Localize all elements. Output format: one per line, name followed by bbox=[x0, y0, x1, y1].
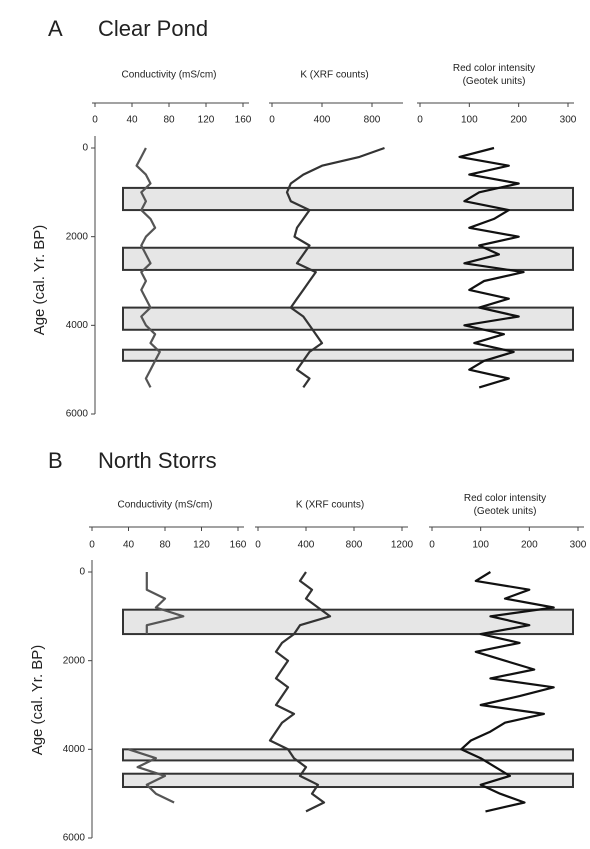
y-tick-label: 4000 bbox=[66, 320, 89, 331]
x-tick-label: 40 bbox=[126, 115, 138, 126]
x-tick-label: 0 bbox=[269, 115, 275, 126]
profile-line bbox=[135, 147, 161, 388]
highlight-band bbox=[122, 748, 574, 762]
panel-label: A bbox=[48, 16, 63, 41]
y-tick-label: 6000 bbox=[66, 409, 89, 420]
track-label: Conductivity (mS/cm) bbox=[121, 70, 216, 81]
x-tick-label: 0 bbox=[429, 540, 435, 551]
x-tick-label: 800 bbox=[346, 540, 363, 551]
y-tick-label: 2000 bbox=[63, 655, 86, 666]
highlight-band bbox=[122, 186, 574, 212]
y-tick-label: 2000 bbox=[66, 231, 89, 242]
track-label: K (XRF counts) bbox=[300, 70, 368, 81]
profile-line bbox=[285, 146, 385, 389]
track-label: Red color intensity bbox=[464, 493, 546, 504]
x-tick-label: 80 bbox=[163, 115, 175, 126]
profile-line bbox=[128, 572, 185, 804]
panel-label: B bbox=[48, 448, 63, 473]
x-tick-label: 400 bbox=[298, 540, 315, 551]
panel-title: North Storrs bbox=[98, 448, 217, 473]
x-tick-label: 400 bbox=[314, 115, 331, 126]
x-tick-label: 120 bbox=[198, 115, 215, 126]
x-tick-label: 80 bbox=[159, 540, 171, 551]
x-tick-label: 160 bbox=[230, 540, 247, 551]
profile-line bbox=[460, 571, 555, 813]
x-tick-label: 100 bbox=[472, 540, 489, 551]
track-label: (Geotek units) bbox=[463, 76, 526, 87]
profile-line bbox=[458, 146, 525, 389]
x-tick-label: 0 bbox=[255, 540, 261, 551]
x-tick-label: 160 bbox=[235, 115, 252, 126]
track-label: (Geotek units) bbox=[474, 506, 537, 517]
x-tick-label: 200 bbox=[510, 115, 527, 126]
highlight-band bbox=[122, 246, 574, 271]
x-tick-label: 1200 bbox=[391, 540, 414, 551]
x-tick-label: 300 bbox=[560, 115, 577, 126]
highlight-band bbox=[122, 348, 574, 362]
x-tick-label: 0 bbox=[92, 115, 98, 126]
y-tick-label: 4000 bbox=[63, 744, 86, 755]
y-axis-label: Age (cal. Yr. BP) bbox=[29, 645, 46, 756]
y-axis-label: Age (cal. Yr. BP) bbox=[31, 225, 48, 336]
panel-title: Clear Pond bbox=[98, 16, 208, 41]
y-tick-label: 0 bbox=[79, 567, 85, 578]
profile-line bbox=[268, 571, 332, 813]
x-tick-label: 40 bbox=[123, 540, 135, 551]
x-tick-label: 300 bbox=[570, 540, 587, 551]
x-tick-label: 120 bbox=[193, 540, 210, 551]
x-tick-label: 0 bbox=[417, 115, 423, 126]
highlight-band bbox=[122, 772, 574, 789]
x-tick-label: 200 bbox=[521, 540, 538, 551]
y-tick-label: 6000 bbox=[63, 833, 86, 844]
track-label: Conductivity (mS/cm) bbox=[117, 500, 212, 511]
x-tick-label: 0 bbox=[89, 540, 95, 551]
x-tick-label: 100 bbox=[461, 115, 478, 126]
x-tick-label: 800 bbox=[364, 115, 381, 126]
highlight-band bbox=[122, 306, 574, 331]
track-label: K (XRF counts) bbox=[296, 500, 364, 511]
y-tick-label: 0 bbox=[82, 143, 88, 154]
track-label: Red color intensity bbox=[453, 63, 535, 74]
